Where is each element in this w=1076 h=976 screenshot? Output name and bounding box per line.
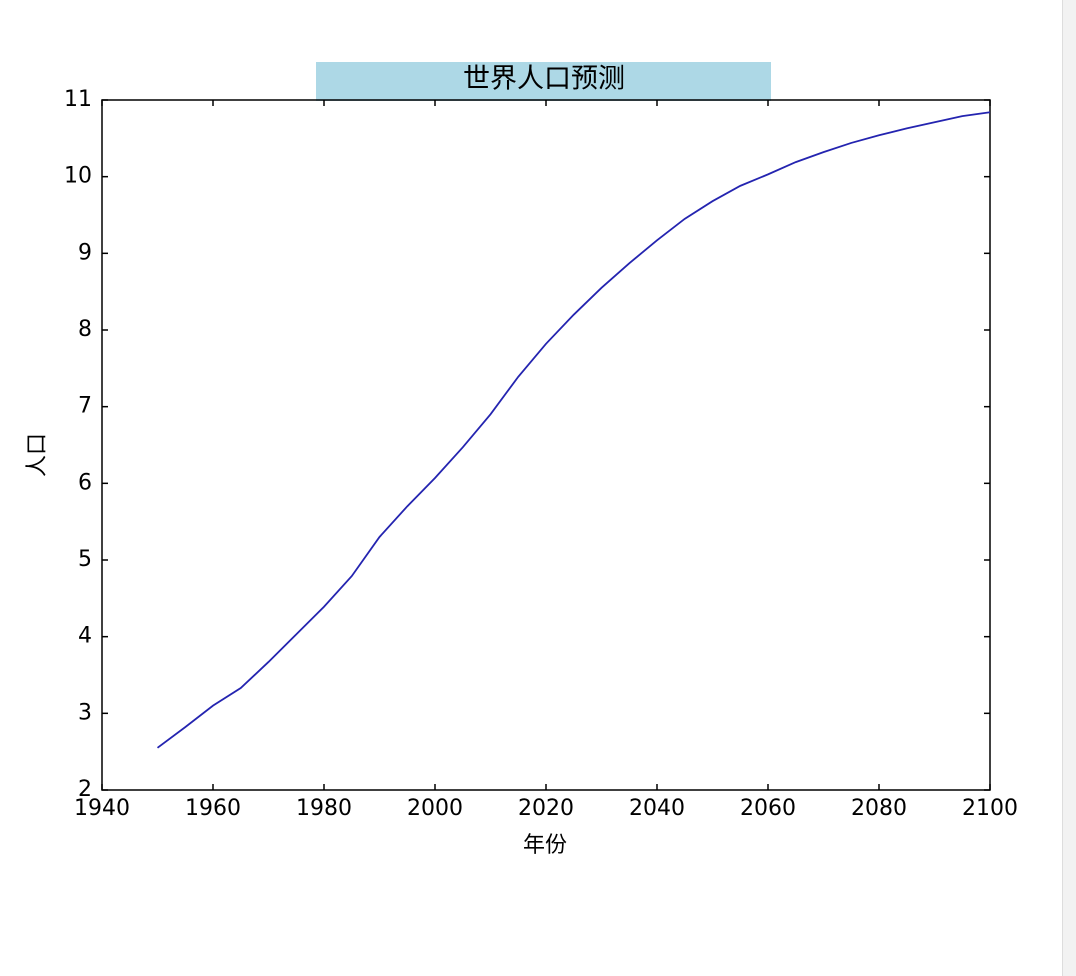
x-tick-label: 1980 (296, 796, 352, 821)
window-edge (1062, 0, 1076, 976)
x-tick-label: 2060 (740, 796, 796, 821)
y-tick-label: 2 (78, 777, 92, 802)
y-tick-label: 5 (78, 547, 92, 572)
x-tick-label: 2100 (962, 796, 1018, 821)
title-box (316, 62, 771, 101)
plot-frame (101, 99, 991, 791)
y-tick-label: 8 (78, 317, 92, 342)
y-tick-label: 11 (64, 87, 92, 112)
x-tick-label: 1940 (74, 796, 130, 821)
y-tick-label: 7 (78, 394, 92, 419)
y-tick-label: 10 (64, 164, 92, 189)
x-tick-label: 2000 (407, 796, 463, 821)
y-tick-label: 9 (78, 240, 92, 265)
x-tick-label: 2020 (518, 796, 574, 821)
x-tick-label: 2040 (629, 796, 685, 821)
y-tick-label: 6 (78, 470, 92, 495)
x-axis-label: 年份 (523, 833, 567, 858)
chart-title: 世界人口预测 (463, 64, 625, 95)
y-axis-label: 人口 (25, 433, 50, 477)
data-line (156, 111, 991, 749)
x-tick-label: 2080 (851, 796, 907, 821)
y-tick-label: 3 (78, 700, 92, 725)
x-tick-label: 1960 (185, 796, 241, 821)
y-tick-label: 4 (78, 624, 92, 649)
